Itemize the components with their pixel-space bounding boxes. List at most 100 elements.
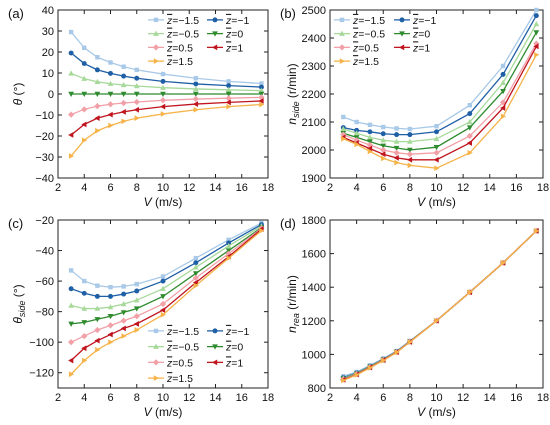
series--1.5 bbox=[341, 228, 539, 379]
legend-label: z=0.5 bbox=[352, 42, 379, 54]
series-line bbox=[343, 15, 537, 136]
legend-label: z=−1.5 bbox=[166, 326, 199, 338]
data-point bbox=[95, 127, 101, 134]
data-point bbox=[81, 332, 88, 340]
data-point bbox=[121, 291, 127, 297]
data-point bbox=[159, 300, 167, 308]
data-point bbox=[120, 317, 127, 324]
x-tick-label: 8 bbox=[134, 182, 140, 194]
y-tick-label: −120 bbox=[29, 368, 54, 380]
y-tick-label: −80 bbox=[35, 307, 54, 319]
y-tick-label: −10 bbox=[35, 110, 54, 122]
data-point bbox=[120, 108, 126, 115]
series-line bbox=[70, 52, 262, 88]
data-point bbox=[433, 135, 440, 142]
data-point bbox=[192, 91, 199, 97]
data-point bbox=[226, 240, 232, 246]
series--0.5 bbox=[340, 21, 540, 144]
x-tick-label: 8 bbox=[407, 392, 413, 404]
series-line bbox=[343, 230, 537, 379]
data-point bbox=[160, 91, 166, 97]
legend-item: z=−1 bbox=[394, 15, 437, 27]
data-point bbox=[258, 84, 264, 90]
data-point bbox=[466, 132, 473, 140]
series-line bbox=[343, 230, 537, 382]
data-point bbox=[94, 103, 101, 110]
x-tick-label: 10 bbox=[430, 182, 442, 194]
data-point bbox=[259, 227, 265, 234]
y-axis-label: nside (r/min) bbox=[285, 63, 301, 124]
y-tick-label: 2200 bbox=[302, 89, 326, 101]
series-line bbox=[70, 100, 262, 136]
y-axis-label: θside (°) bbox=[11, 284, 27, 323]
data-point bbox=[259, 81, 264, 86]
data-point bbox=[534, 51, 540, 58]
y-tick-label: −20 bbox=[35, 215, 54, 227]
data-point bbox=[500, 88, 506, 95]
data-point bbox=[192, 101, 199, 107]
legend-label: z=0 bbox=[225, 342, 243, 354]
data-point bbox=[82, 278, 87, 284]
data-point bbox=[226, 103, 232, 110]
legend-marker bbox=[338, 44, 346, 51]
data-point bbox=[394, 126, 399, 131]
data-point bbox=[82, 357, 88, 364]
legend-item: z=0 bbox=[207, 29, 243, 41]
data-point bbox=[393, 145, 400, 152]
data-point bbox=[534, 7, 539, 13]
legend-label: z=1 bbox=[412, 42, 430, 54]
data-point bbox=[533, 21, 540, 27]
data-point bbox=[381, 357, 387, 364]
data-point bbox=[108, 284, 113, 290]
data-point bbox=[133, 98, 140, 106]
data-point bbox=[467, 289, 473, 296]
data-point bbox=[394, 159, 400, 166]
data-point bbox=[393, 154, 399, 161]
x-tick-label: 12 bbox=[457, 182, 469, 194]
data-point bbox=[134, 327, 140, 333]
series--1 bbox=[68, 50, 264, 90]
series-0 bbox=[340, 30, 540, 153]
data-point bbox=[380, 137, 387, 143]
data-point bbox=[107, 322, 114, 329]
data-point bbox=[466, 119, 473, 125]
data-point bbox=[81, 75, 88, 81]
data-point bbox=[81, 320, 88, 326]
series-line bbox=[343, 230, 537, 380]
data-point bbox=[160, 294, 166, 300]
series-1.5 bbox=[341, 51, 540, 172]
data-point bbox=[160, 103, 166, 110]
data-point bbox=[133, 91, 140, 97]
y-tick-label: 1600 bbox=[302, 249, 326, 261]
series-line bbox=[70, 222, 262, 288]
series--1 bbox=[340, 228, 539, 381]
data-point bbox=[381, 155, 387, 162]
legend-item: z=0 bbox=[207, 342, 243, 354]
panel-d: 2 4 6 8 10 12 14 16 18 800 1000 1200 1400 1600 1800 V (… bbox=[280, 215, 549, 419]
data-point bbox=[500, 113, 507, 120]
x-tick-label: 8 bbox=[407, 182, 413, 194]
legend-item: z=1 bbox=[207, 42, 243, 54]
data-point bbox=[134, 75, 140, 81]
legend-item: z=−1 bbox=[207, 15, 250, 27]
data-point bbox=[81, 290, 87, 296]
x-tick-label: 18 bbox=[262, 392, 274, 404]
data-point bbox=[466, 125, 473, 131]
data-point bbox=[407, 138, 413, 144]
data-point bbox=[353, 130, 360, 136]
data-point bbox=[380, 131, 386, 137]
x-tick-label: 18 bbox=[262, 182, 274, 194]
data-point bbox=[68, 153, 75, 159]
data-point bbox=[434, 165, 440, 172]
data-point bbox=[81, 91, 88, 97]
legend-item: z=1.5 bbox=[148, 373, 193, 385]
series-line bbox=[343, 9, 537, 130]
panel-label: (a) bbox=[8, 6, 24, 21]
x-tick-label: 18 bbox=[537, 182, 549, 194]
x-axis-label: V (m/s) bbox=[144, 405, 183, 419]
legend-item: z=1 bbox=[207, 357, 243, 369]
series-line bbox=[70, 228, 262, 361]
data-point bbox=[467, 149, 473, 156]
data-point bbox=[160, 78, 166, 84]
data-point bbox=[225, 242, 232, 249]
